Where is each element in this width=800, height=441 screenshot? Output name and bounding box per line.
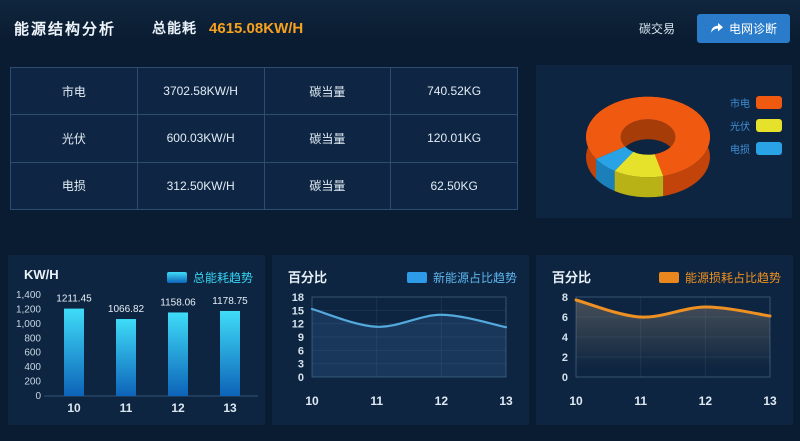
legend-label: 能源损耗占比趋势	[684, 271, 781, 285]
svg-text:12: 12	[699, 394, 713, 408]
svg-text:13: 13	[223, 401, 237, 415]
bar-chart-legend[interactable]: 总能耗趋势	[166, 269, 253, 286]
legend-swatch-loss	[756, 142, 782, 155]
pie-legend-item-pv[interactable]: 光伏	[730, 118, 782, 133]
svg-text:11: 11	[370, 394, 383, 408]
svg-text:2: 2	[562, 352, 568, 364]
legend-swatch-line1	[406, 272, 427, 283]
svg-text:3: 3	[298, 359, 304, 371]
header: 能源结构分析 总能耗 4615.08KW/H 碳交易 电网诊断	[0, 0, 800, 56]
svg-text:6: 6	[562, 312, 568, 324]
svg-text:4: 4	[562, 332, 569, 344]
svg-text:400: 400	[24, 362, 41, 373]
svg-text:1066.82: 1066.82	[108, 304, 145, 315]
svg-text:9: 9	[298, 332, 304, 344]
carbon-label-cell: 碳当量	[263, 66, 392, 116]
svg-text:800: 800	[24, 333, 41, 344]
svg-text:0: 0	[298, 372, 304, 384]
total-energy-trend-panel: KW/H 总能耗趋势 0 200 400 600 800 1,000 1,200 1,400 1…	[8, 255, 265, 425]
line2-unit-label: 百分比	[552, 270, 592, 285]
svg-text:200: 200	[24, 377, 41, 388]
svg-text:10: 10	[569, 394, 583, 408]
pie-legend-item-loss[interactable]: 电损	[730, 141, 782, 156]
svg-text:0: 0	[35, 391, 41, 402]
carbon-value-cell: 62.50KG	[390, 161, 518, 211]
power-cell: 312.50KW/H	[136, 161, 265, 211]
svg-text:10: 10	[305, 394, 319, 408]
power-cell: 600.03KW/H	[136, 114, 265, 163]
grid-diagnosis-label: 电网诊断	[728, 21, 777, 36]
source-cell: 光伏	[10, 114, 138, 163]
legend-label: 电损	[730, 145, 750, 156]
energy-pie-chart[interactable]	[536, 65, 792, 218]
total-energy-bar-chart[interactable]: 0 200 400 600 800 1,000 1,200 1,400 1211.45 10 106…	[8, 255, 265, 425]
svg-text:0: 0	[562, 372, 568, 384]
legend-swatch-mains	[756, 96, 782, 109]
grid-diagnosis-button[interactable]: 电网诊断	[696, 13, 790, 43]
svg-text:11: 11	[120, 401, 133, 415]
legend-label: 新能源占比趋势	[432, 271, 517, 285]
line1-legend[interactable]: 新能源占比趋势	[406, 269, 517, 286]
svg-text:15: 15	[292, 305, 304, 317]
svg-text:1,400: 1,400	[16, 290, 41, 301]
svg-text:12: 12	[292, 319, 304, 331]
carbon-label-cell: 碳当量	[263, 161, 392, 211]
legend-swatch-bar	[166, 272, 187, 283]
carbon-label-cell: 碳当量	[263, 114, 392, 163]
svg-text:13: 13	[763, 394, 777, 408]
power-cell: 3702.58KW/H	[136, 66, 265, 116]
svg-text:8: 8	[562, 292, 568, 304]
svg-text:12: 12	[171, 401, 185, 415]
svg-text:10: 10	[67, 401, 81, 415]
table-row-loss: 电损 312.50KW/H 碳当量 62.50KG	[10, 161, 518, 211]
pie-legend-item-mains[interactable]: 市电	[730, 95, 782, 110]
legend-label: 市电	[730, 99, 750, 110]
total-energy-value: 4615.08KW/H	[209, 19, 304, 37]
svg-text:11: 11	[634, 394, 647, 408]
table-row-pv: 光伏 600.03KW/H 碳当量 120.01KG	[10, 114, 518, 163]
header-actions: 碳交易 电网诊断	[638, 13, 790, 43]
energy-table: 市电 3702.58KW/H 碳当量 740.52KG 光伏 600.03KW/…	[10, 66, 518, 211]
svg-text:18: 18	[292, 292, 304, 304]
table-row-mains: 市电 3702.58KW/H 碳当量 740.52KG	[10, 66, 518, 116]
legend-label: 总能耗趋势	[192, 271, 253, 285]
pie-legend: 市电 光伏 电损	[730, 95, 782, 164]
source-cell: 电损	[10, 161, 138, 211]
energy-loss-ratio-panel: 百分比 能源损耗占比趋势 0 2 4 6 8 10 11 12 13	[536, 255, 793, 425]
bar-chart-unit-label: KW/H	[24, 267, 59, 282]
carbon-value-cell: 740.52KG	[390, 66, 518, 116]
legend-swatch-line2	[658, 272, 679, 283]
svg-text:1,200: 1,200	[16, 304, 41, 315]
energy-structure-pie-panel: 市电 光伏 电损	[536, 65, 792, 218]
svg-text:600: 600	[24, 348, 41, 359]
svg-text:1158.06: 1158.06	[160, 297, 196, 308]
energy-table-panel: 市电 3702.58KW/H 碳当量 740.52KG 光伏 600.03KW/…	[10, 66, 518, 211]
line2-legend[interactable]: 能源损耗占比趋势	[658, 269, 781, 286]
svg-text:1178.75: 1178.75	[212, 296, 248, 307]
carbon-value-cell: 120.01KG	[390, 114, 518, 163]
page-title: 能源结构分析	[14, 20, 117, 38]
new-energy-ratio-panel: 百分比 新能源占比趋势 0 3 6 9 12 15 18 10 11 12 13	[272, 255, 529, 425]
line1-unit-label: 百分比	[288, 270, 328, 285]
source-cell: 市电	[10, 66, 138, 116]
legend-swatch-pv	[756, 119, 782, 132]
svg-text:6: 6	[298, 345, 304, 357]
svg-text:1,000: 1,000	[16, 319, 41, 330]
energy-loss-line-chart[interactable]: 0 2 4 6 8 10 11 12 13	[536, 255, 793, 425]
svg-text:1211.45: 1211.45	[56, 294, 92, 305]
svg-text:12: 12	[435, 394, 449, 408]
svg-text:13: 13	[499, 394, 513, 408]
legend-label: 光伏	[730, 122, 750, 133]
carbon-trade-link[interactable]: 碳交易	[638, 21, 675, 36]
share-arrow-icon	[710, 22, 723, 34]
total-energy-label: 总能耗	[152, 20, 198, 36]
